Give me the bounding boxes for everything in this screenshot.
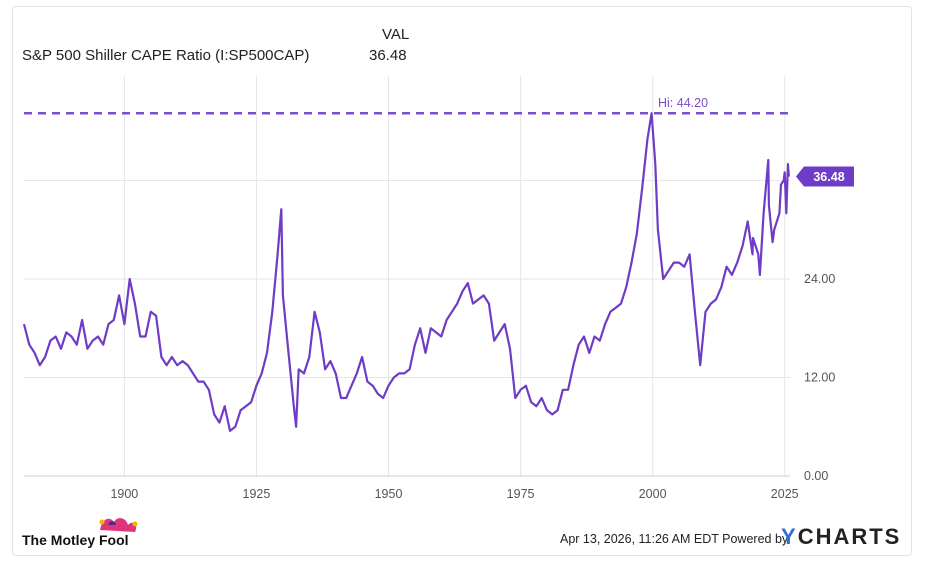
logo-text: The Motley Fool — [22, 532, 129, 548]
hi-reference: Hi: 44.20 — [24, 96, 790, 115]
x-tick-label: 1925 — [243, 487, 271, 501]
legend-column-header: VAL — [382, 26, 410, 43]
jester-hat-icon: The Motley Fool — [22, 518, 138, 548]
y-tick-label: 12.00 — [804, 371, 835, 385]
last-value-badge-shape — [796, 166, 854, 187]
y-tick-label: 24.00 — [804, 272, 835, 286]
last-value-badge-text: 36.48 — [813, 170, 844, 184]
grid-lines — [24, 76, 790, 477]
last-value-badge: 36.48 — [796, 166, 854, 187]
cape-series-line[interactable] — [22, 112, 790, 432]
hi-label: Hi: 44.20 — [658, 96, 708, 110]
y-axis: 0.00 12.00 24.00 — [804, 272, 835, 483]
y-tick-label: 0.00 — [804, 469, 828, 483]
x-tick-label: 1975 — [507, 487, 535, 501]
legend-series-name[interactable]: S&P 500 Shiller CAPE Ratio (I:SP500CAP) — [22, 47, 310, 64]
ycharts-logo[interactable]: YCHARTS — [781, 524, 901, 550]
chart-card — [12, 6, 912, 556]
timestamp-powered-by: Apr 13, 2026, 11:26 AM EDT Powered by — [560, 532, 789, 546]
x-axis: 1900 1925 1950 1975 2000 2025 — [110, 487, 798, 501]
legend-series-value: 36.48 — [369, 47, 407, 64]
x-tick-label: 2000 — [639, 487, 667, 501]
ycharts-y-mark: Y — [781, 524, 798, 549]
x-tick-label: 1950 — [375, 487, 403, 501]
x-tick-label: 2025 — [771, 487, 799, 501]
motley-fool-logo[interactable]: The Motley Fool — [22, 516, 142, 555]
series-layer — [22, 112, 790, 432]
ycharts-wordmark: CHARTS — [797, 524, 902, 549]
x-tick-label: 1900 — [110, 487, 138, 501]
